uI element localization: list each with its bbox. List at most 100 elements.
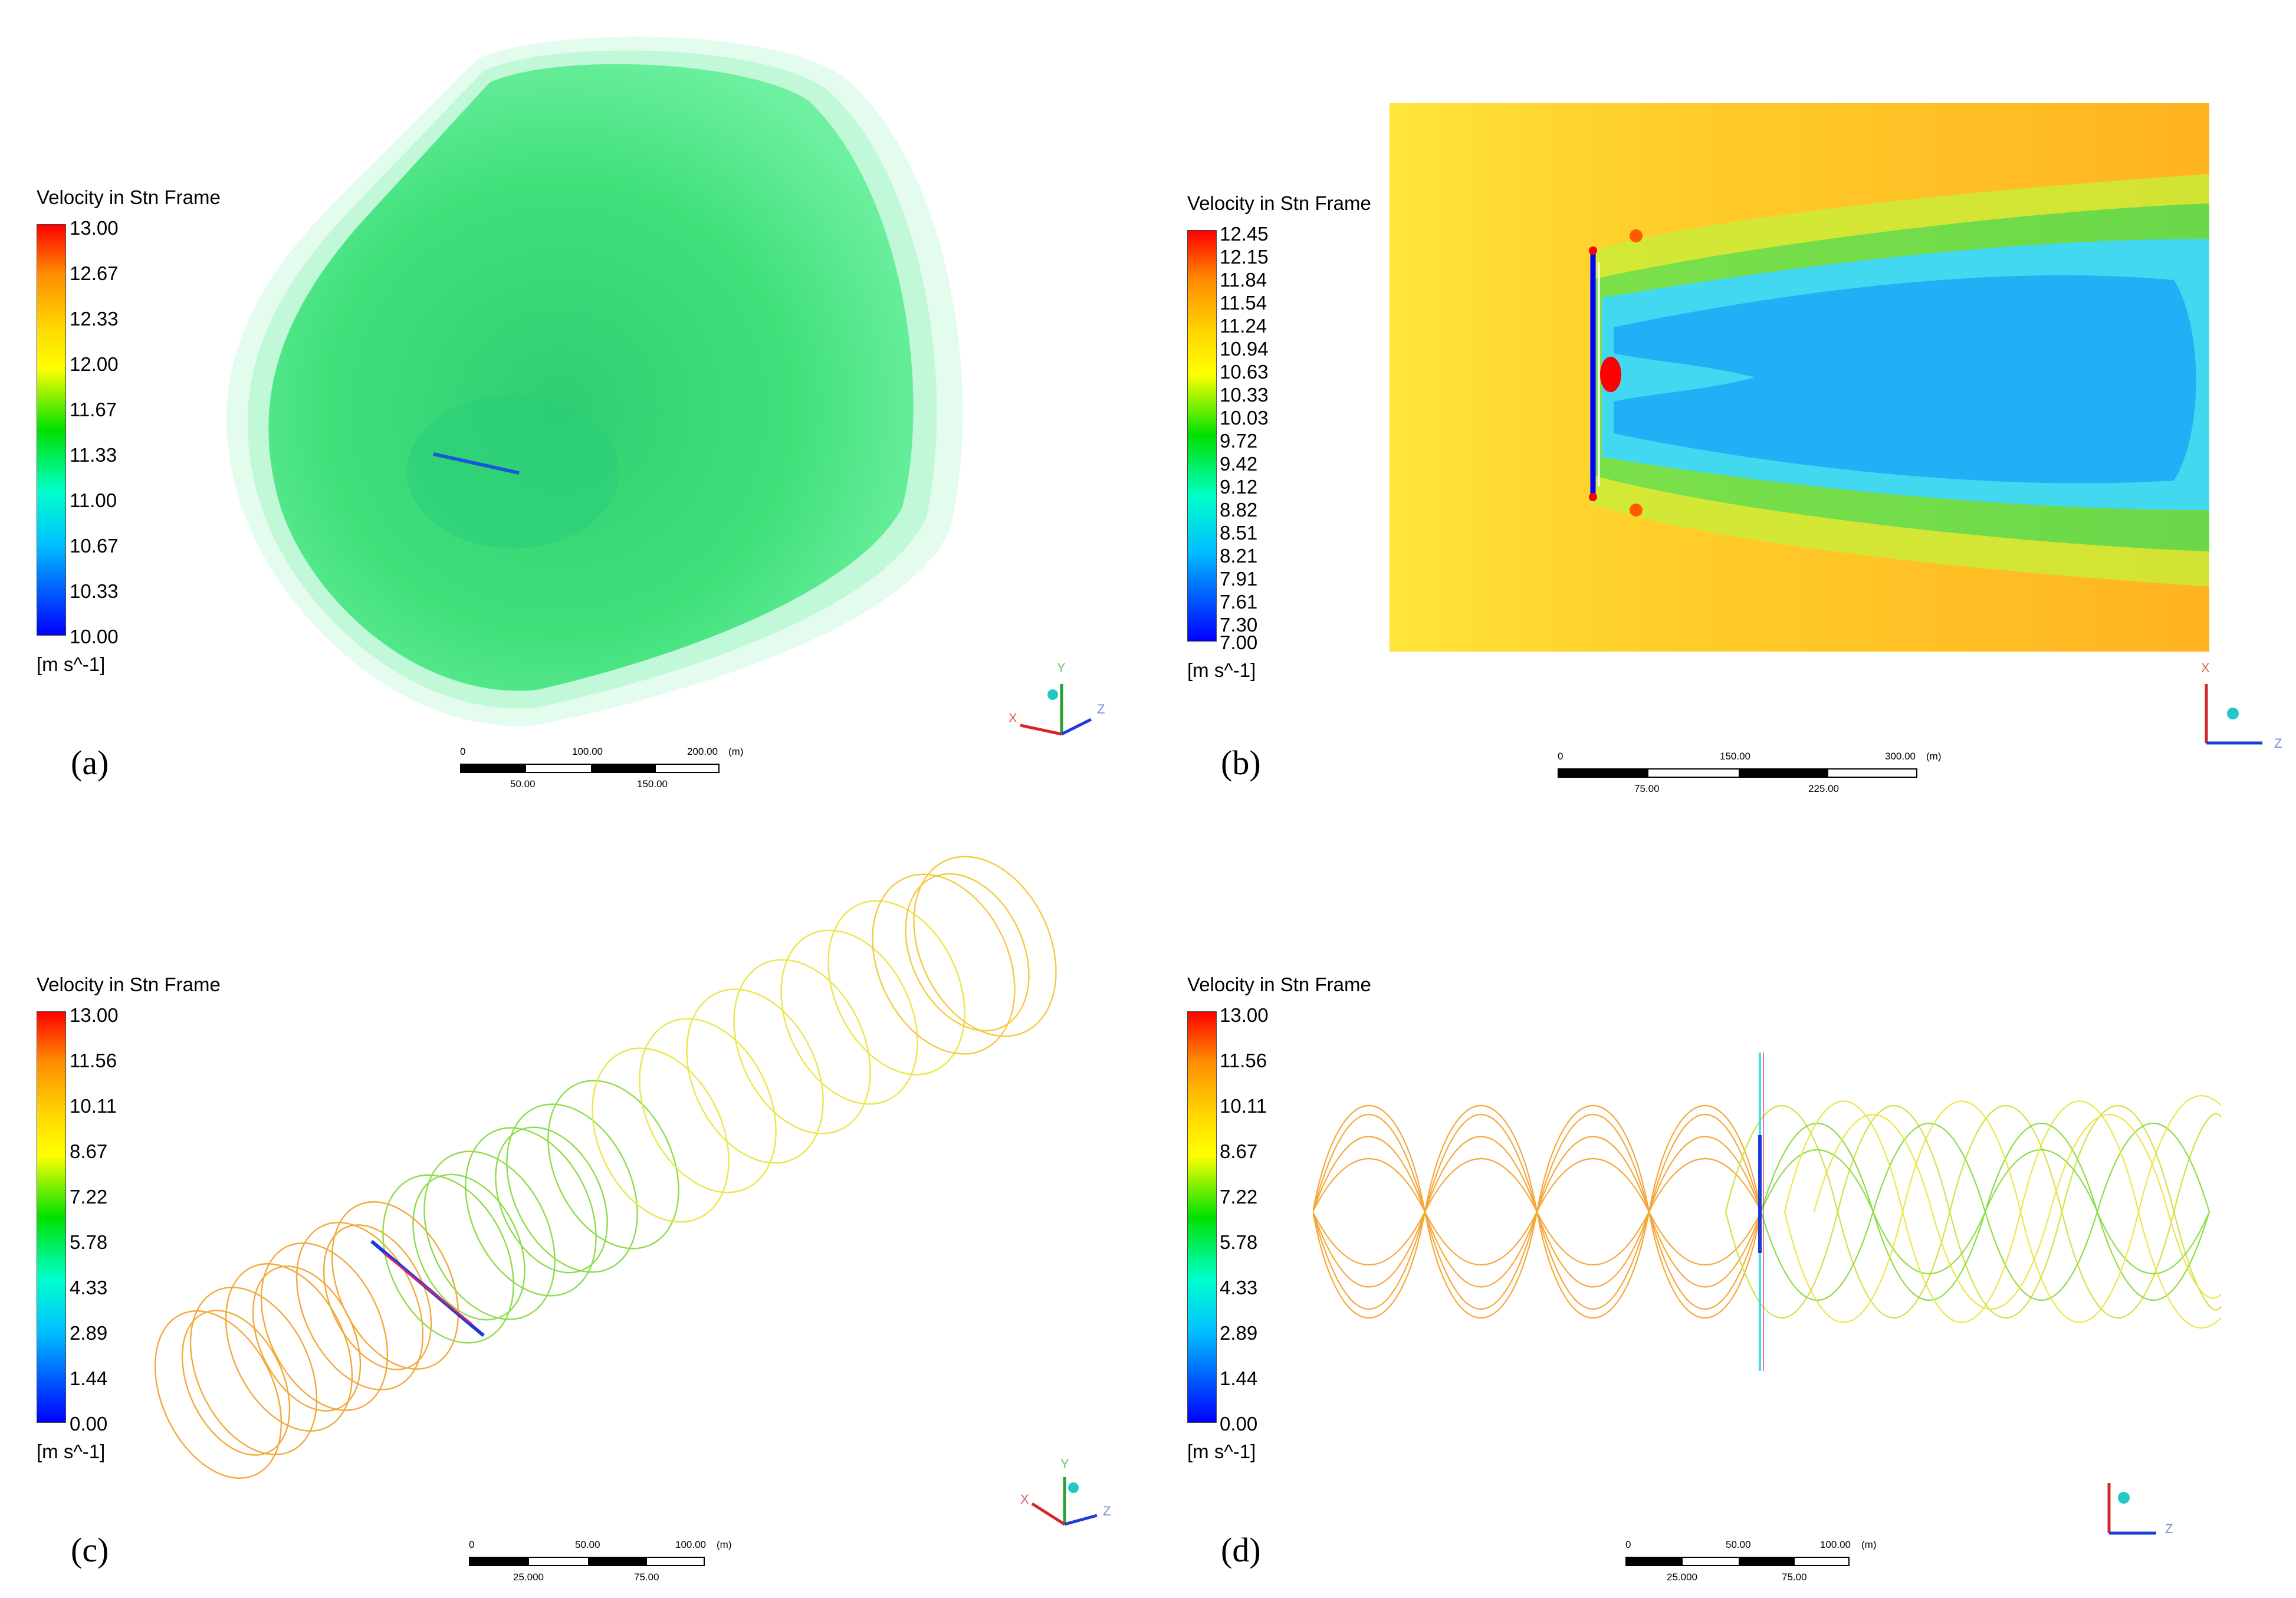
colorbar-tick: 0.00: [70, 1413, 108, 1435]
colorbar-tick: 9.72: [1220, 430, 1258, 452]
panel-label: (d): [1221, 1531, 1261, 1569]
axis-label-y: Y: [1057, 660, 1066, 675]
scale-label: 50.00: [575, 1539, 600, 1550]
colorbar-tick: 7.30: [1220, 614, 1258, 636]
panel-label: (a): [71, 744, 109, 782]
colorbar-tick: 10.33: [1220, 384, 1269, 406]
colorbar-tick: 11.67: [70, 399, 117, 420]
panel-label: (b): [1221, 744, 1261, 782]
scale-label: (m): [717, 1539, 732, 1550]
panel-b: Velocity in Stn Frame 12.45 12.15 11.84 …: [1148, 0, 2296, 799]
colorbar-tick: 8.51: [1220, 522, 1258, 544]
unit-label: [m s^-1]: [37, 653, 106, 675]
colorbar-tick: 12.45: [1220, 223, 1269, 245]
scale-bar: 0 50.00 100.00 (m) 25.000 75.00: [469, 1530, 731, 1595]
colorbar-tick: 13.00: [70, 1004, 119, 1026]
legend-title: Velocity in Stn Frame: [1187, 192, 1371, 214]
scale-label: 100.00: [572, 746, 603, 757]
colorbar-tick: 13.00: [1220, 1004, 1269, 1026]
colorbar-tick: 13.00: [70, 217, 119, 239]
scale-label: (m): [728, 746, 744, 757]
scale-label: 225.00: [1808, 783, 1839, 794]
colorbar-tick: 7.00: [1220, 632, 1258, 653]
scale-label: 75.00: [1634, 783, 1660, 794]
unit-label: [m s^-1]: [1187, 1441, 1256, 1462]
scale-label: 0: [469, 1539, 475, 1550]
colorbar-tick: 5.78: [70, 1231, 108, 1253]
scale-label: 0: [1558, 751, 1563, 762]
scale-label: 75.00: [634, 1571, 659, 1583]
colorbar-tick: 11.56: [1220, 1050, 1267, 1071]
colorbar-tick: 10.63: [1220, 361, 1269, 383]
axis-label-x: X: [1009, 711, 1017, 725]
streamline-render-oblique: [154, 856, 1057, 1479]
scale-bar: 0 50.00 100.00 (m) 25.000 75.00: [1625, 1530, 1876, 1595]
axis-label-x: X: [1020, 1492, 1029, 1507]
colorbar-tick: 10.67: [70, 535, 119, 557]
colorbar-tick: 8.21: [1220, 545, 1258, 567]
scale-bar: 0 150.00 300.00 (m) 75.00 225.00: [1558, 742, 1941, 807]
colorbar-tick: 7.22: [70, 1186, 108, 1208]
colorbar-tick: 9.12: [1220, 476, 1258, 498]
axis-label-x: X: [2201, 660, 2210, 675]
colorbar-tick: 5.78: [1220, 1231, 1258, 1253]
legend-title: Velocity in Stn Frame: [37, 186, 221, 208]
colorbar-tick: 10.00: [70, 626, 119, 647]
colorbar-tick: 4.33: [1220, 1277, 1258, 1298]
scale-label: 50.00: [1726, 1539, 1751, 1550]
scale-label: 150.00: [637, 778, 668, 790]
wake-cone-render: [226, 37, 963, 726]
scale-label: 200.00: [687, 746, 718, 757]
colorbar-tick: 10.03: [1220, 407, 1269, 429]
colorbar-tick: 10.94: [1220, 338, 1269, 360]
colorbar-tick: 1.44: [70, 1367, 108, 1389]
colorbar-tick: 12.00: [70, 353, 119, 375]
colorbar-tick: 11.33: [70, 444, 117, 466]
colorbar: [37, 1011, 66, 1423]
axis-label-z: Z: [2165, 1521, 2173, 1536]
legend-title: Velocity in Stn Frame: [37, 974, 221, 995]
scale-label: (m): [1926, 751, 1942, 762]
scale-bar: 0 100.00 200.00 (m) 50.00 150.00: [460, 737, 743, 802]
scale-label: 50.00: [510, 778, 536, 790]
colorbar-tick: 9.42: [1220, 453, 1258, 475]
scale-label: 100.00: [675, 1539, 706, 1550]
colorbar-tick: 11.56: [70, 1050, 117, 1071]
scale-label: 0: [1625, 1539, 1631, 1550]
colorbar-tick: 8.82: [1220, 499, 1258, 521]
scale-label: 75.00: [1782, 1571, 1807, 1583]
colorbar-tick: 10.11: [1220, 1095, 1267, 1117]
scale-label: 25.000: [513, 1571, 544, 1583]
scale-label: 100.00: [1820, 1539, 1851, 1550]
colorbar-tick: 12.33: [70, 308, 119, 330]
colorbar: [1187, 1011, 1217, 1423]
colorbar-tick: 2.89: [70, 1322, 108, 1344]
axis-triad: Z: [2107, 1483, 2173, 1536]
colorbar-tick: 8.67: [70, 1140, 108, 1162]
axis-label-z: Z: [2274, 736, 2282, 751]
axis-label-y: Y: [1060, 1456, 1069, 1471]
colorbar-tick: 11.84: [1220, 269, 1267, 291]
scale-label: 25.000: [1667, 1571, 1697, 1583]
colorbar-tick: 12.67: [70, 262, 119, 284]
scale-label: (m): [1861, 1539, 1877, 1550]
colorbar-tick: 7.91: [1220, 568, 1258, 590]
colorbar-tick: 4.33: [70, 1277, 108, 1298]
colorbar-tick: 7.61: [1220, 591, 1258, 613]
panel-c: Velocity in Stn Frame 13.00 11.56 10.11 …: [0, 799, 1148, 1598]
colorbar-tick: 11.54: [1220, 292, 1267, 314]
scale-label: 0: [460, 746, 466, 757]
colorbar-tick: 10.11: [70, 1095, 117, 1117]
axis-label-z: Z: [1097, 702, 1105, 716]
unit-label: [m s^-1]: [1187, 659, 1256, 681]
axis-triad: X Z: [2201, 660, 2282, 751]
colorbar-tick: 11.00: [70, 489, 117, 511]
panel-d: Velocity in Stn Frame 13.00 11.56 10.11 …: [1148, 799, 2296, 1598]
streamline-render-side: [1313, 1053, 2221, 1371]
colorbar-tick: 1.44: [1220, 1367, 1258, 1389]
colorbar-tick: 12.15: [1220, 246, 1269, 268]
colorbar: [1187, 230, 1217, 642]
velocity-contour-render: [1390, 103, 2209, 652]
panel-label: (c): [71, 1531, 109, 1569]
colorbar-tick: 0.00: [1220, 1413, 1258, 1435]
